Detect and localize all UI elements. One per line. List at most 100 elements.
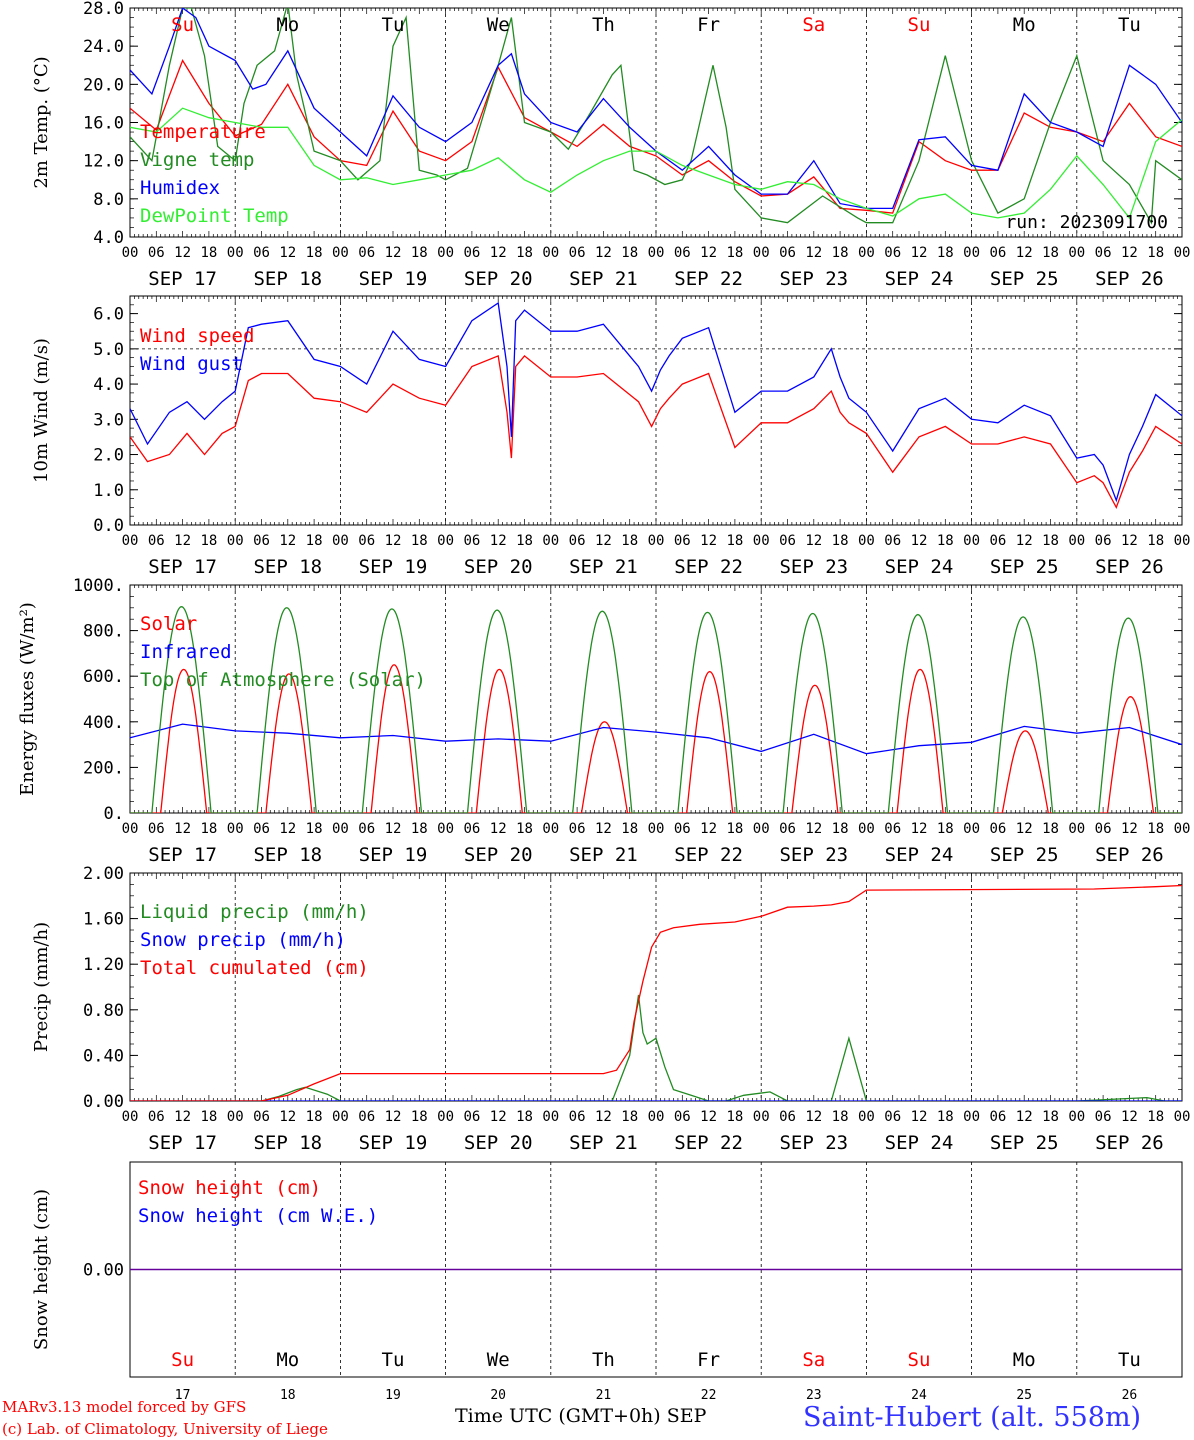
weekday-label: Mo — [1013, 14, 1036, 36]
day-number: 23 — [806, 1388, 822, 1403]
hour-label: 06 — [884, 533, 901, 549]
weekday-label: Su — [908, 1349, 931, 1371]
weekday-label: Su — [171, 14, 194, 36]
series-line-dewpoint-temp — [130, 107, 1182, 220]
hour-label: 06 — [358, 821, 375, 837]
hour-label: 06 — [358, 1109, 375, 1125]
hour-label: 12 — [490, 533, 507, 549]
legend-label: Solar — [140, 613, 197, 635]
hour-label: 12 — [174, 821, 191, 837]
hour-label: 00 — [753, 245, 770, 261]
date-label: SEP 19 — [359, 556, 428, 578]
hour-label: 18 — [306, 821, 323, 837]
date-label: SEP 18 — [253, 268, 322, 290]
date-label: SEP 25 — [990, 556, 1059, 578]
y-tick-label: 6.0 — [93, 305, 124, 325]
y-tick-label: 400. — [83, 713, 124, 733]
series-line-temperature — [130, 59, 1182, 214]
hour-label: 12 — [174, 245, 191, 261]
hour-label: 00 — [963, 1109, 980, 1125]
hour-label: 12 — [490, 821, 507, 837]
hour-label: 06 — [148, 1109, 165, 1125]
hour-label: 00 — [542, 821, 559, 837]
y-tick-label: 600. — [83, 667, 124, 687]
hour-label: 12 — [911, 245, 928, 261]
hour-label: 12 — [279, 821, 296, 837]
date-label: SEP 26 — [1095, 556, 1164, 578]
hour-label: 12 — [385, 533, 402, 549]
hour-label: 06 — [884, 1109, 901, 1125]
y-tick-label: 28.0 — [83, 0, 124, 19]
hour-label: 18 — [1147, 245, 1164, 261]
date-label: SEP 20 — [464, 844, 533, 866]
hour-label: 12 — [700, 1109, 717, 1125]
legend-label: Total cumulated (cm) — [140, 957, 369, 979]
y-tick-label: 1.0 — [93, 481, 124, 501]
y-tick-label: 12.0 — [83, 152, 124, 172]
hour-label: 00 — [227, 821, 244, 837]
hour-label: 00 — [332, 533, 349, 549]
panel-4 — [129, 872, 1183, 1102]
y-tick-label: 200. — [83, 758, 124, 778]
hour-label: 12 — [595, 533, 612, 549]
y-tick-label: 3.0 — [93, 410, 124, 430]
date-label: SEP 26 — [1095, 1132, 1164, 1154]
series-group — [130, 8, 1182, 225]
y-tick-label: 20.0 — [83, 75, 124, 95]
y-axis-label: Snow height (cm) — [31, 1189, 52, 1350]
hour-label: 06 — [253, 245, 270, 261]
hour-label: 18 — [306, 533, 323, 549]
hour-label: 18 — [200, 821, 217, 837]
model-credit: MARv3.13 model forced by GFS — [2, 1398, 247, 1416]
date-label: SEP 21 — [569, 844, 638, 866]
hour-label: 12 — [1121, 1109, 1138, 1125]
hour-label: 06 — [253, 821, 270, 837]
date-label: SEP 23 — [779, 1132, 848, 1154]
y-tick-label: 5.0 — [93, 340, 124, 360]
hour-label: 06 — [884, 821, 901, 837]
hour-label: 12 — [805, 533, 822, 549]
hour-label: 00 — [437, 821, 454, 837]
weekday-label: Tu — [1118, 14, 1141, 36]
hour-label: 12 — [1121, 245, 1138, 261]
hour-label: 12 — [595, 821, 612, 837]
date-label: SEP 17 — [148, 1132, 217, 1154]
date-label: SEP 25 — [990, 844, 1059, 866]
run-annotation: run: 2023091700 — [1005, 212, 1168, 233]
hour-label: 06 — [463, 821, 480, 837]
hour-label: 00 — [122, 245, 139, 261]
hour-label: 12 — [1016, 1109, 1033, 1125]
panel-3 — [129, 584, 1183, 814]
hour-label: 00 — [648, 245, 665, 261]
hour-label: 18 — [1042, 533, 1059, 549]
hour-label: 00 — [1174, 821, 1191, 837]
date-label: SEP 18 — [253, 1132, 322, 1154]
day-number: 18 — [280, 1388, 296, 1403]
y-tick-label: 0.80 — [83, 1001, 124, 1021]
date-label: SEP 25 — [990, 268, 1059, 290]
lab-credit: (c) Lab. of Climatology, University of L… — [2, 1420, 328, 1438]
hour-label: 12 — [174, 533, 191, 549]
hour-label: 12 — [1016, 821, 1033, 837]
hour-label: 00 — [648, 1109, 665, 1125]
date-label: SEP 22 — [674, 268, 743, 290]
weekday-label: Tu — [382, 14, 405, 36]
hour-label: 12 — [279, 1109, 296, 1125]
hour-label: 00 — [332, 1109, 349, 1125]
hour-label: 00 — [858, 1109, 875, 1125]
hour-label: 00 — [753, 1109, 770, 1125]
weekday-label: Su — [908, 14, 931, 36]
hour-label: 12 — [490, 245, 507, 261]
date-label: SEP 17 — [148, 844, 217, 866]
hour-label: 00 — [1174, 533, 1191, 549]
hour-label: 00 — [542, 1109, 559, 1125]
hour-label: 06 — [569, 821, 586, 837]
hour-label: 00 — [542, 533, 559, 549]
hour-label: 06 — [463, 245, 480, 261]
series-line-humidex — [130, 8, 1182, 210]
date-label: SEP 26 — [1095, 268, 1164, 290]
hour-label: 12 — [174, 1109, 191, 1125]
date-label: SEP 18 — [253, 844, 322, 866]
hour-label: 06 — [148, 821, 165, 837]
